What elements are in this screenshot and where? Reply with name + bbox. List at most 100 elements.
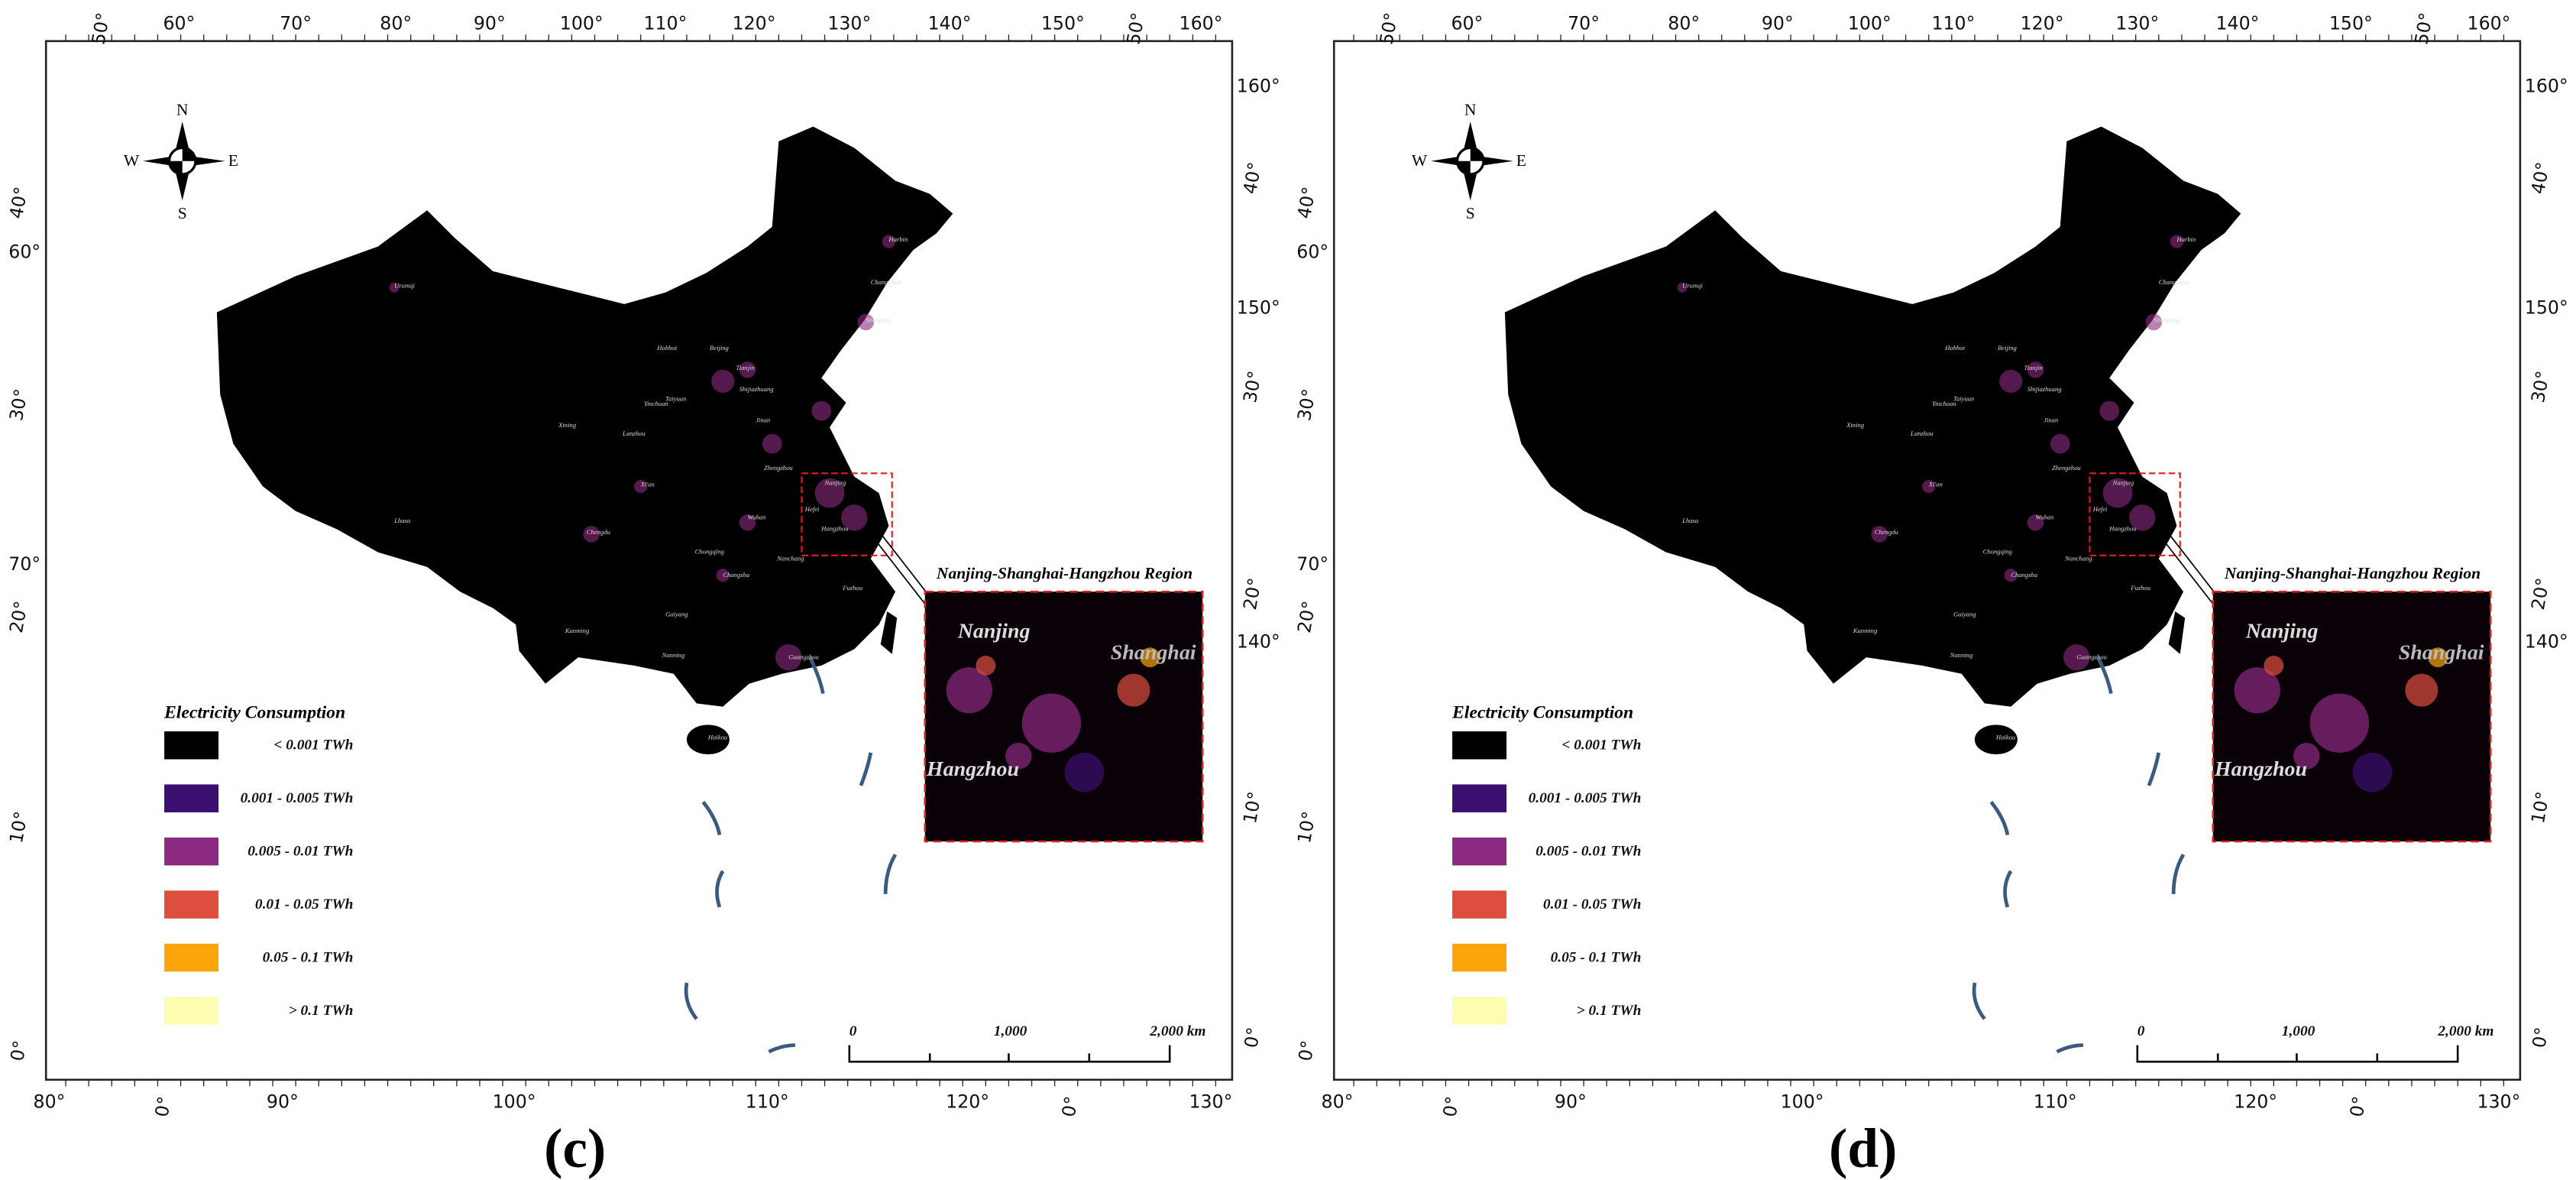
city-label: Guangzhou — [788, 653, 819, 660]
city-label: Beijing — [1998, 344, 2018, 352]
inset-border — [2212, 590, 2492, 843]
city-label: Urumqi — [1682, 281, 1703, 289]
inset-glow — [946, 667, 992, 714]
scale-bar — [848, 1045, 1171, 1063]
degree-label: 10° — [2527, 790, 2554, 825]
light-glow — [1871, 526, 1888, 543]
degree-label: 90° — [1555, 1091, 1587, 1112]
inset-glow — [1117, 673, 1150, 707]
degree-label: 60° — [1451, 13, 1483, 34]
degree-label: 20° — [1239, 576, 1266, 611]
degree-label: 0° — [1294, 1039, 1319, 1062]
degree-label: 150° — [1237, 297, 1280, 319]
light-glow — [2099, 400, 2120, 421]
city-label: Lhasa — [393, 517, 410, 524]
degree-label: 100° — [1848, 13, 1892, 34]
light-glow — [2170, 235, 2184, 248]
scale-label: 1,000 — [994, 1023, 1027, 1039]
degree-label: 30° — [1239, 369, 1266, 404]
light-glow — [583, 526, 600, 543]
city-label: Xining — [1846, 421, 1865, 429]
degree-label: 20° — [2527, 576, 2554, 611]
city-label: Hefei — [804, 505, 820, 513]
inset-glow — [2264, 656, 2284, 676]
city-label: Tianjin — [736, 364, 754, 371]
degree-label: 130° — [1189, 1091, 1232, 1112]
city-label: Jinan — [756, 417, 770, 424]
inset-glow — [1021, 693, 1082, 753]
light-glow — [1922, 479, 1936, 494]
legend-label: 0.01 - 0.05 TWh — [1543, 896, 1641, 913]
city-label: Harbin — [2176, 235, 2196, 243]
city-label: Nanchang — [2064, 554, 2092, 562]
city-label: Shenyang — [866, 316, 892, 323]
light-glow — [716, 569, 730, 582]
city-label: Nanjing — [824, 478, 846, 486]
city-label: Hangzhou — [820, 525, 848, 533]
legend-swatch — [164, 997, 219, 1025]
city-label: Fuzhou — [842, 584, 862, 592]
city-label: Hohhot — [656, 344, 677, 352]
light-glow — [775, 643, 802, 671]
inset-glow — [1064, 752, 1105, 793]
legend-swatch — [1452, 997, 1507, 1025]
boundary-dash — [1989, 800, 2010, 835]
light-glow — [814, 478, 845, 508]
scale-bar — [2136, 1045, 2459, 1063]
city-label: Changsha — [2011, 571, 2037, 579]
legend-label: 0.05 - 0.1 TWh — [263, 949, 354, 965]
inset-glow — [2428, 647, 2448, 668]
legend-label: < 0.001 TWh — [273, 738, 353, 754]
inset-glow — [2309, 693, 2370, 753]
island — [686, 725, 730, 755]
country-shape — [1504, 126, 2241, 707]
boundary-dash — [701, 800, 722, 835]
legend-swatch — [1452, 784, 1507, 812]
inset-glow — [2352, 752, 2393, 793]
city-label: Harbin — [888, 235, 908, 243]
degree-label: 160° — [2468, 13, 2511, 34]
city-label: Shijiazhuang — [739, 385, 775, 393]
degree-label: 100° — [493, 1091, 536, 1112]
inset-glow — [2293, 742, 2320, 770]
degree-label: 160° — [1237, 75, 1280, 96]
boundary-dash — [859, 752, 873, 786]
city-label: Lhasa — [1681, 517, 1698, 524]
boundary-dash — [2003, 870, 2013, 908]
city-label: Xining — [558, 421, 577, 429]
boundary-dash — [808, 656, 825, 694]
boundary-dash — [883, 854, 898, 894]
degree-label: 140° — [1237, 631, 1280, 652]
legend-swatch — [164, 784, 219, 812]
light-glow — [2102, 478, 2133, 508]
compass-quarter — [169, 148, 196, 174]
island — [1974, 725, 2018, 755]
inset-marker — [801, 472, 893, 556]
degree-label: 90° — [474, 13, 506, 34]
inset-glow — [1005, 742, 1032, 770]
city-label: Jinan — [2044, 417, 2058, 424]
boundary-dash — [2171, 854, 2186, 894]
degree-label: 30° — [2527, 369, 2554, 404]
city-label: Changchun — [871, 278, 901, 286]
light-glow — [2129, 504, 2156, 531]
city-label: Guangzhou — [2076, 653, 2107, 660]
boundary-dash — [684, 982, 698, 1020]
degree-label: 110° — [1931, 13, 1975, 34]
city-label: Guiyang — [1953, 610, 1976, 618]
compass-quarter — [1457, 148, 1484, 174]
inset-title: Nanjing-Shanghai-Hangzhou Region — [936, 564, 1193, 582]
city-label: Nanning — [662, 651, 685, 659]
light-glow — [2145, 313, 2163, 331]
panel-label: (d) — [1829, 1117, 1897, 1179]
city-label: Nanjing — [2112, 478, 2134, 486]
boundary-dash — [2147, 752, 2161, 786]
city-label: Haikou — [707, 734, 727, 741]
degree-label: 100° — [560, 13, 604, 34]
city-label: Wuhan — [747, 514, 765, 521]
degree-label: 0° — [151, 1094, 176, 1118]
degree-label: 80° — [1322, 1091, 1354, 1112]
scale-label: 0 — [849, 1023, 857, 1039]
city-label: Nanchang — [776, 554, 804, 562]
